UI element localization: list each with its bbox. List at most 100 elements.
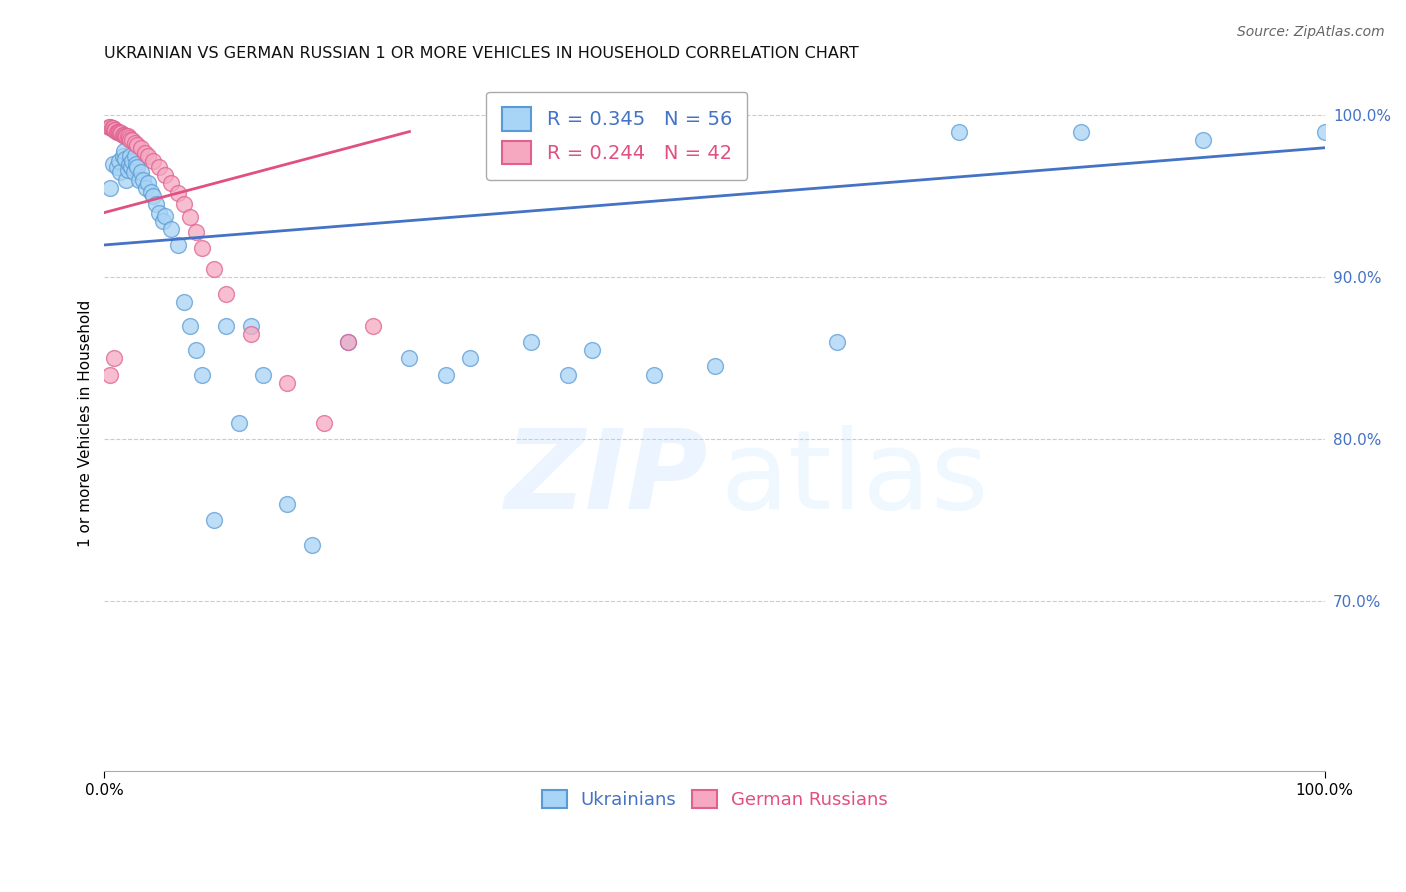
Point bbox=[101, 121, 124, 136]
Point bbox=[301, 538, 323, 552]
Point bbox=[117, 129, 139, 144]
Point bbox=[100, 121, 122, 136]
Point bbox=[136, 177, 159, 191]
Point bbox=[134, 145, 156, 160]
Point bbox=[118, 133, 141, 147]
Point bbox=[184, 225, 207, 239]
Point bbox=[239, 318, 262, 333]
Point bbox=[191, 368, 214, 382]
Point bbox=[118, 131, 141, 145]
Point bbox=[127, 160, 149, 174]
Point bbox=[129, 141, 152, 155]
Point bbox=[124, 136, 146, 150]
Point bbox=[100, 181, 122, 195]
Point bbox=[107, 125, 129, 139]
Point bbox=[337, 335, 360, 350]
Point bbox=[115, 173, 138, 187]
Text: Source: ZipAtlas.com: Source: ZipAtlas.com bbox=[1237, 25, 1385, 39]
Point bbox=[173, 294, 195, 309]
Point bbox=[139, 185, 162, 199]
Text: UKRAINIAN VS GERMAN RUSSIAN 1 OR MORE VEHICLES IN HOUSEHOLD CORRELATION CHART: UKRAINIAN VS GERMAN RUSSIAN 1 OR MORE VE… bbox=[104, 46, 859, 62]
Point bbox=[145, 197, 167, 211]
Point bbox=[112, 144, 135, 158]
Point bbox=[581, 343, 603, 358]
Point bbox=[98, 120, 121, 134]
Point bbox=[948, 125, 970, 139]
Point bbox=[117, 163, 139, 178]
Point bbox=[129, 165, 152, 179]
Point bbox=[132, 173, 155, 187]
Point bbox=[118, 149, 141, 163]
Point bbox=[160, 177, 183, 191]
Point bbox=[104, 123, 127, 137]
Point bbox=[166, 186, 188, 201]
Point bbox=[228, 416, 250, 430]
Point bbox=[155, 169, 177, 183]
Point bbox=[148, 160, 170, 174]
Point bbox=[105, 125, 128, 139]
Point bbox=[114, 129, 136, 144]
Point bbox=[312, 416, 335, 430]
Point bbox=[520, 335, 543, 350]
Point bbox=[125, 157, 148, 171]
Point bbox=[121, 153, 143, 168]
Point bbox=[166, 238, 188, 252]
Point bbox=[110, 165, 132, 179]
Point bbox=[276, 497, 298, 511]
Point bbox=[1070, 125, 1092, 139]
Point bbox=[215, 286, 238, 301]
Point bbox=[124, 149, 146, 163]
Text: atlas: atlas bbox=[721, 425, 990, 533]
Point bbox=[191, 241, 214, 255]
Point bbox=[152, 213, 174, 227]
Point bbox=[112, 128, 135, 142]
Point bbox=[108, 153, 131, 168]
Point bbox=[110, 126, 132, 140]
Point bbox=[1191, 133, 1213, 147]
Point bbox=[111, 128, 134, 142]
Point bbox=[105, 160, 128, 174]
Point bbox=[136, 149, 159, 163]
Point bbox=[184, 343, 207, 358]
Point bbox=[114, 152, 136, 166]
Point bbox=[703, 359, 725, 374]
Point bbox=[337, 335, 360, 350]
Point bbox=[1313, 125, 1336, 139]
Point bbox=[160, 221, 183, 235]
Point bbox=[142, 153, 165, 168]
Point bbox=[120, 160, 142, 174]
Point bbox=[122, 165, 145, 179]
Point bbox=[111, 149, 134, 163]
Point bbox=[252, 368, 274, 382]
Point bbox=[460, 351, 482, 366]
Point bbox=[121, 133, 143, 147]
Point bbox=[239, 326, 262, 341]
Point bbox=[825, 335, 848, 350]
Point bbox=[100, 120, 122, 134]
Point bbox=[202, 262, 225, 277]
Text: ZIP: ZIP bbox=[505, 425, 709, 533]
Point bbox=[276, 376, 298, 390]
Point bbox=[173, 197, 195, 211]
Point bbox=[434, 368, 457, 382]
Point bbox=[155, 209, 177, 223]
Point bbox=[118, 157, 141, 171]
Point bbox=[142, 189, 165, 203]
Point bbox=[179, 318, 201, 333]
Point bbox=[101, 157, 124, 171]
Point bbox=[215, 318, 238, 333]
Point bbox=[110, 126, 132, 140]
Point bbox=[103, 123, 125, 137]
Point bbox=[135, 181, 157, 195]
Point bbox=[557, 368, 579, 382]
Point bbox=[148, 205, 170, 219]
Point bbox=[127, 137, 149, 152]
Point bbox=[179, 211, 201, 225]
Point bbox=[103, 351, 125, 366]
Point bbox=[115, 129, 138, 144]
Point bbox=[100, 368, 122, 382]
Point bbox=[202, 513, 225, 527]
Point bbox=[361, 318, 384, 333]
Point bbox=[398, 351, 420, 366]
Point bbox=[108, 125, 131, 139]
